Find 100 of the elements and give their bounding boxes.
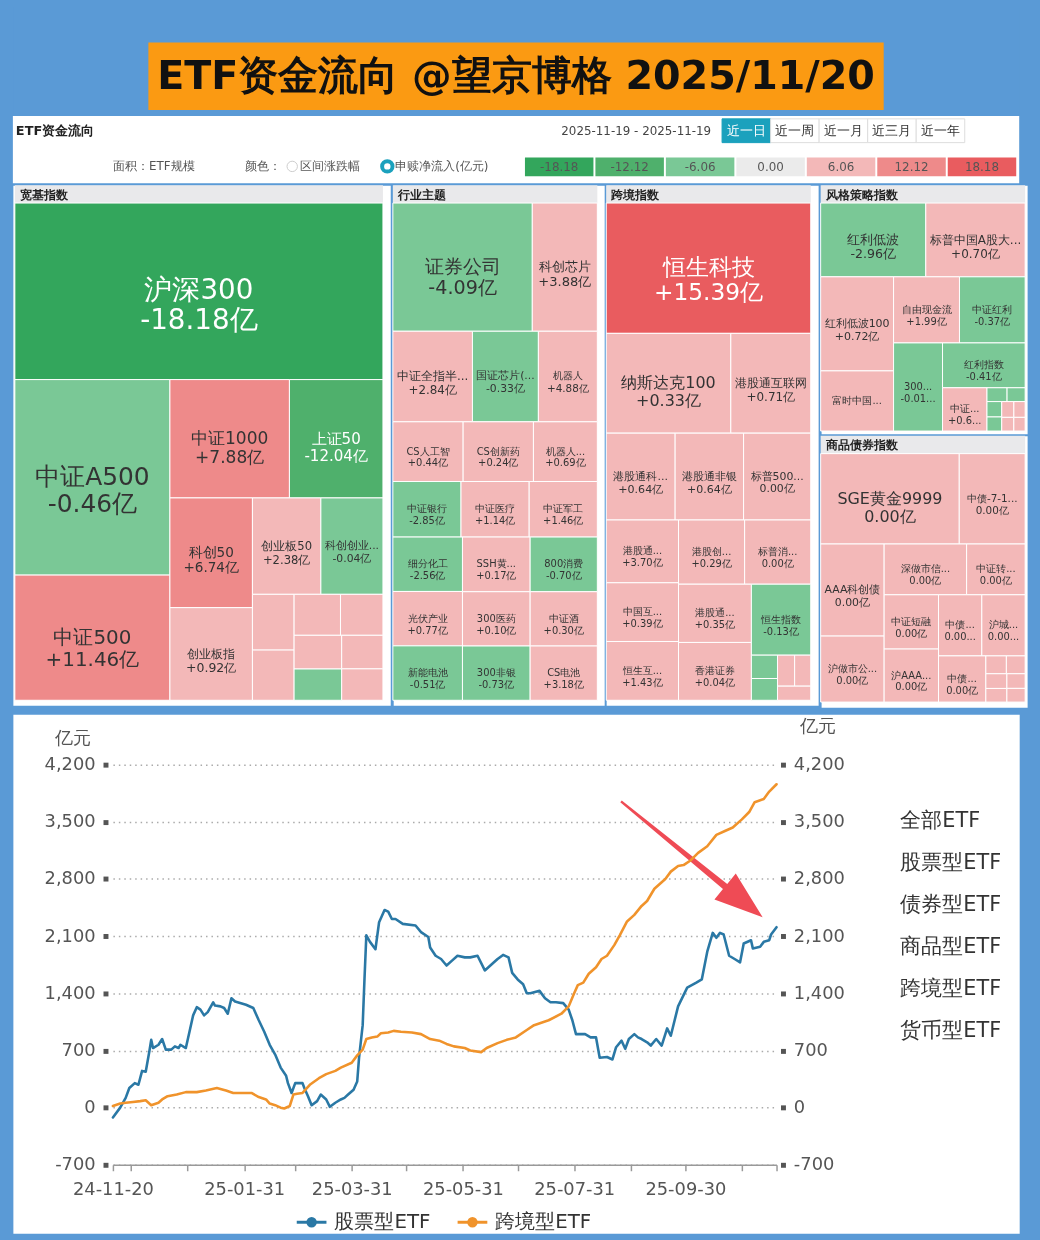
category-label: SSH黄... <box>476 558 517 570</box>
data-label: +0.39亿 <box>622 618 663 630</box>
category-label: 科创创业... <box>324 539 380 553</box>
category-label: 中证短融 <box>891 615 932 627</box>
category-label: 港股创... <box>691 546 732 558</box>
text: 行业主题 <box>396 187 446 202</box>
data-label: 0.00亿 <box>836 674 869 686</box>
data-label: -0.70亿 <box>545 570 582 582</box>
data-label: +0.29亿 <box>691 557 732 569</box>
category-label: 中证军工 <box>543 503 584 515</box>
category-label: 恒生指数 <box>760 613 802 625</box>
y-tick-label: 0 <box>84 1096 96 1118</box>
data-label: 0.00 <box>757 160 784 175</box>
legend-label: 股票型ETF <box>334 1210 431 1234</box>
text: 近一年 <box>920 122 960 138</box>
category-label: 机器人... <box>545 445 586 457</box>
y2-tick-label: -700 <box>793 1153 835 1175</box>
category-label: 中证红利 <box>972 303 1013 315</box>
data-label: +0.04亿 <box>694 677 736 689</box>
data-label: +1.99亿 <box>906 315 947 327</box>
category-label: 中证转... <box>976 563 1016 575</box>
data-label: +0.72亿 <box>834 329 880 343</box>
category-label: 港股通互联网 <box>734 376 807 391</box>
category-label: 中证银行 <box>406 503 447 515</box>
data-label: +3.70亿 <box>622 557 663 569</box>
text: 颜色： <box>244 159 281 174</box>
y-tick-label: 2,800 <box>44 867 96 889</box>
category-label: 细分化工 <box>407 558 448 570</box>
data-label: +0.30亿 <box>543 624 584 636</box>
category-label: 沪做市公... <box>827 663 878 675</box>
category-label: 机器人 <box>552 369 583 382</box>
y2-axis-title: 亿元 <box>798 715 836 737</box>
category-label: 300非银 <box>476 667 516 679</box>
category-label: 港股通... <box>695 607 735 619</box>
data-label: -12.12 <box>610 160 649 175</box>
y-tick-label: -700 <box>55 1153 96 1175</box>
data-label: +15.39亿 <box>653 278 764 306</box>
category-label: 红利低波100 <box>824 316 890 330</box>
x-tick-label: 25-03-31 <box>311 1178 393 1200</box>
data-label: -2.85亿 <box>409 515 445 527</box>
data-label: -0.51亿 <box>409 678 446 690</box>
text: 商品债券指数 <box>824 438 899 453</box>
data-label: -0.13亿 <box>763 625 799 637</box>
data-label: +0.33亿 <box>636 391 701 411</box>
line-series <box>111 782 778 1110</box>
category-label: 创业板指 <box>187 645 236 661</box>
text: 跨境型ETF <box>900 976 1002 1001</box>
data-label: +7.88亿 <box>195 446 265 467</box>
data-label: +6.74亿 <box>183 559 239 576</box>
category-label: 中证全指半... <box>396 369 469 384</box>
text: 近一周 <box>775 122 815 138</box>
y2-tick-label: 2,100 <box>793 924 845 946</box>
category-label: 中债... <box>945 619 975 631</box>
data-label: +0.64亿 <box>618 482 664 496</box>
category-label: 标普消... <box>756 546 798 558</box>
data-label: -18.18 <box>540 160 579 175</box>
text: 区间涨跌幅 <box>300 159 361 174</box>
category-label: 300医药 <box>476 612 516 624</box>
x-tick-label: 25-07-31 <box>534 1178 616 1200</box>
category-label: 深做市信... <box>900 563 951 575</box>
x-tick-label: 25-01-31 <box>204 1178 286 1200</box>
x-tick-label: 25-05-31 <box>423 1178 504 1200</box>
data-label: +0.10亿 <box>476 624 517 636</box>
data-label: +0.35亿 <box>694 619 736 631</box>
text: 跨境指数 <box>610 187 661 202</box>
category-label: 富时中国... <box>832 394 882 406</box>
category-label: 创业板50 <box>261 539 313 554</box>
y-tick-label: 3,500 <box>44 810 96 832</box>
category-label: 沪AAA... <box>891 669 932 681</box>
text: 近一日 <box>726 122 766 138</box>
category-label: 中证医疗 <box>475 503 516 515</box>
data-label: +4.88亿 <box>546 381 589 394</box>
chart-title: ETF资金流向 @望京博格 2025/11/20 <box>157 52 875 99</box>
data-label: +1.46亿 <box>543 515 584 527</box>
category-label: 港股通科... <box>613 469 668 483</box>
data-label: -0.73亿 <box>478 678 515 690</box>
category-label: 300... <box>903 380 933 392</box>
data-label: -0.37亿 <box>974 315 1011 327</box>
data-label: -2.56亿 <box>409 570 446 582</box>
data-label: +2.84亿 <box>408 383 457 398</box>
data-label: 0.00亿 <box>761 557 794 569</box>
text: 风格策略指数 <box>824 187 899 202</box>
category-label: 红利指数 <box>963 359 1004 371</box>
data-label: 0.00亿 <box>834 595 870 609</box>
y2-tick-label: 1,400 <box>793 981 845 1003</box>
data-label: 18.18 <box>964 160 999 175</box>
category-label: 上证50 <box>311 429 361 448</box>
data-label: 0.00亿 <box>759 482 795 496</box>
category-label: 标普500... <box>749 469 804 483</box>
data-label: -0.46亿 <box>47 489 138 519</box>
data-label: 0.00亿 <box>895 627 928 639</box>
y-tick-label: 4,200 <box>44 753 96 775</box>
y2-tick-label: 2,800 <box>793 867 845 889</box>
data-label: +0.6... <box>948 415 982 427</box>
line-series <box>111 908 778 1119</box>
y-tick-label: 1,400 <box>44 981 96 1003</box>
data-label: 0.00亿 <box>975 504 1009 517</box>
category-label: 光伏产业 <box>407 612 448 624</box>
category-label: 中国互... <box>622 606 663 618</box>
data-label: +2.38亿 <box>262 552 311 567</box>
